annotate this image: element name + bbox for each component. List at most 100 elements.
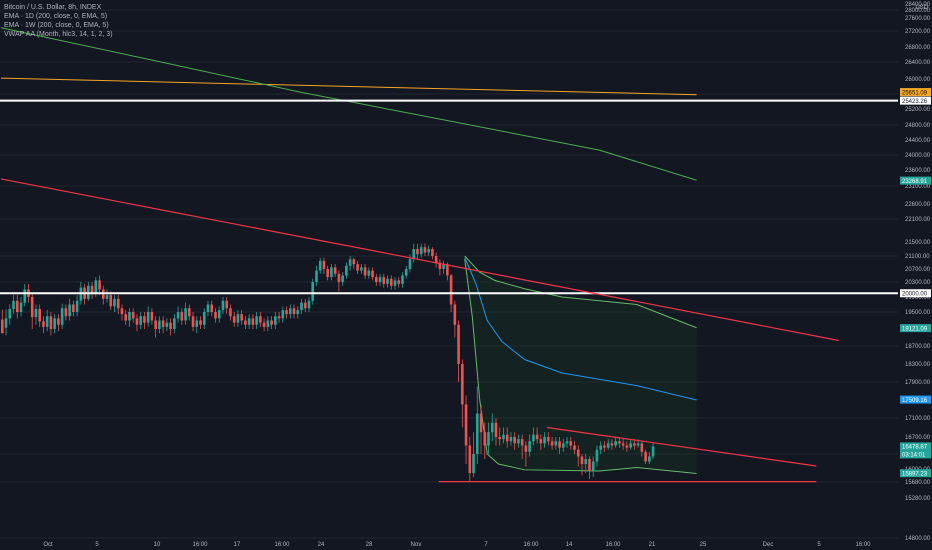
- price-axis[interactable]: USD14800.0015280.0015680.0016000.0016300…: [898, 0, 932, 550]
- candle-body: [576, 449, 580, 457]
- candle-body: [143, 316, 146, 323]
- candle-body: [629, 443, 632, 448]
- x-tick-label: 5: [95, 542, 99, 548]
- candle-body: [296, 310, 300, 315]
- candle-body: [292, 308, 296, 315]
- candle-body: [397, 280, 401, 284]
- candle-body: [644, 451, 647, 462]
- candle-body: [528, 441, 531, 452]
- candle-body: [57, 318, 60, 325]
- candle-body: [285, 310, 288, 315]
- candle-body: [210, 304, 214, 312]
- candle-body: [154, 320, 157, 329]
- candle-body: [569, 441, 573, 446]
- candle-body: [434, 256, 438, 263]
- candle-body: [30, 297, 34, 318]
- candle-body: [109, 295, 113, 307]
- candle-body: [573, 445, 576, 450]
- candle-body: [412, 249, 415, 260]
- x-tick-label: 14: [566, 542, 573, 548]
- candle-body: [191, 316, 195, 327]
- candle-body: [505, 434, 509, 442]
- candle-body: [229, 308, 232, 317]
- candle-body: [603, 445, 606, 448]
- candle-body: [554, 441, 558, 446]
- price-tag-vwap_upper: [900, 324, 931, 333]
- candle-body: [53, 318, 56, 329]
- candle-body: [42, 321, 45, 327]
- price-tag-text: 25423.26: [902, 99, 928, 105]
- candle-body: [588, 459, 591, 472]
- candle-body: [34, 309, 38, 318]
- candle-body: [326, 269, 329, 278]
- y-tick-label: 17100.00: [905, 416, 931, 422]
- ema-lines: [0, 27, 697, 181]
- candle-body: [618, 441, 621, 444]
- candle-body: [240, 314, 243, 321]
- y-tick-label: 21500.00: [905, 240, 931, 246]
- y-tick-label: 24000.00: [905, 153, 931, 159]
- candle-body: [494, 422, 498, 437]
- candle-body: [288, 308, 292, 315]
- price-tag-text: 03:14:01: [902, 453, 926, 459]
- candle-body: [348, 259, 352, 266]
- candle-body: [169, 322, 172, 329]
- y-tick-label: 16700.00: [905, 435, 931, 441]
- candle-body: [360, 267, 363, 271]
- x-tick-label: 16:00: [523, 542, 539, 548]
- candle-body: [98, 280, 101, 290]
- time-axis[interactable]: Oct 5 10 16:00 17 16:00 24 28 Nov 7 16:00 14 16:00 21…: [43, 542, 871, 548]
- price-tag-text: 15897.23: [902, 471, 928, 477]
- candle-body: [614, 441, 617, 446]
- candle-body: [251, 318, 255, 325]
- indicator-ema-1w[interactable]: EMA · 1W (200, close, 0, EMA, 5): [4, 22, 109, 29]
- y-tick-label: 23600.00: [905, 168, 931, 174]
- x-tick-label: Oct: [43, 542, 53, 548]
- candle-body: [318, 260, 322, 271]
- candle-body: [532, 434, 535, 442]
- candle-body: [599, 445, 602, 450]
- candle-body: [135, 318, 139, 325]
- candle-body: [124, 314, 128, 321]
- candle-body: [621, 443, 625, 446]
- candle-body: [547, 437, 550, 442]
- candle-body: [633, 443, 636, 446]
- trendline-upper_downtrend[interactable]: [0, 178, 839, 342]
- candle-body: [404, 269, 408, 276]
- candle-body: [75, 300, 79, 312]
- candle-body: [259, 316, 262, 323]
- price-tag-ema_1w: [900, 88, 931, 97]
- candle-body: [352, 259, 356, 265]
- price-tag-text: 25651.09: [902, 90, 928, 96]
- candle-body: [244, 320, 247, 325]
- candle-body: [173, 318, 176, 329]
- candle-body: [371, 270, 374, 278]
- trendline-lower_downtrend[interactable]: [546, 426, 817, 467]
- y-tick-label: 26000.00: [905, 77, 931, 83]
- candle-body: [315, 270, 318, 282]
- y-tick-label: 19500.00: [905, 310, 931, 316]
- candle-body: [479, 413, 483, 433]
- candle-body: [266, 320, 270, 327]
- indicator-vwap[interactable]: VWAP AA (Month, hlc3, 14, 1, 2, 3): [4, 31, 113, 38]
- x-tick-label: 17: [234, 542, 241, 548]
- x-tick-label: 10: [154, 542, 161, 548]
- candle-body: [188, 308, 191, 317]
- candle-body: [23, 289, 27, 303]
- candle-body: [277, 316, 281, 319]
- ema-1w-line: [0, 77, 697, 96]
- symbol-title[interactable]: Bitcoin / U.S. Dollar, 8h, INDEX: [4, 4, 102, 11]
- candle-body: [12, 300, 15, 309]
- candle-body: [161, 320, 165, 327]
- candle-body: [270, 320, 273, 325]
- candle-body: [184, 308, 187, 321]
- candle-body: [625, 445, 629, 448]
- indicator-ema-1d[interactable]: EMA · 1D (200, close, 0, EMA, 5): [4, 13, 108, 20]
- candle-body: [60, 308, 64, 325]
- candle-body: [195, 320, 199, 327]
- candle-body: [206, 304, 210, 312]
- price-tag-text: 16478.87: [902, 445, 928, 451]
- candle-body: [105, 295, 109, 299]
- candle-body: [116, 298, 120, 309]
